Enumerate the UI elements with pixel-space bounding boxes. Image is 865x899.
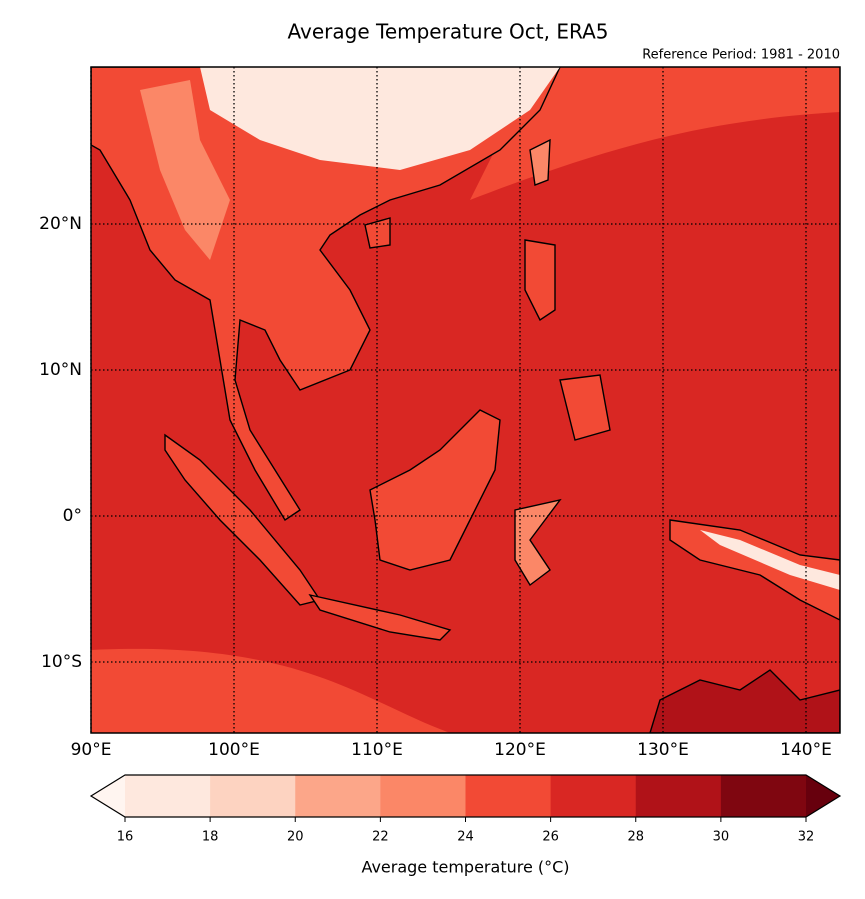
colorbar-label: Average temperature (°C) bbox=[361, 858, 569, 877]
subtitle: Reference Period: 1981 - 2010 bbox=[642, 48, 840, 63]
new-guinea bbox=[669, 519, 840, 621]
lon-label: 130°E bbox=[637, 740, 689, 760]
cool-sea bbox=[470, 67, 840, 200]
cold-region bbox=[700, 530, 840, 590]
taiwan bbox=[529, 138, 551, 186]
cool-sea bbox=[91, 648, 450, 733]
colorbar-tick-label: 16 bbox=[117, 830, 134, 845]
mindanao bbox=[559, 374, 611, 441]
color-bin bbox=[125, 775, 211, 817]
color-bin bbox=[550, 775, 637, 817]
sulawesi bbox=[514, 498, 562, 587]
java bbox=[308, 593, 452, 641]
lon-label: 100°E bbox=[208, 740, 260, 760]
luzon bbox=[524, 239, 556, 322]
lon-label: 120°E bbox=[494, 740, 546, 760]
lat-label: 0° bbox=[63, 506, 82, 526]
highland bbox=[140, 80, 230, 260]
sumatra bbox=[164, 433, 322, 606]
hainan bbox=[364, 217, 391, 249]
color-bin bbox=[210, 775, 296, 817]
under-extension bbox=[91, 775, 125, 817]
borneo bbox=[369, 409, 501, 571]
color-bin bbox=[720, 775, 807, 817]
colorbar-tick-label: 18 bbox=[202, 830, 219, 845]
lon-label: 110°E bbox=[351, 740, 403, 760]
colorbar-tick-label: 26 bbox=[542, 830, 559, 845]
color-bin bbox=[465, 775, 552, 817]
cold-region bbox=[200, 67, 560, 170]
lat-label: 10°S bbox=[41, 652, 82, 672]
australia bbox=[649, 669, 840, 733]
color-bin bbox=[295, 775, 381, 817]
colorbar: 16 18 20 22 24 26 28 30 32 Average temperature (°… bbox=[89, 774, 842, 877]
colorbar-tick-label: 32 bbox=[798, 830, 815, 845]
colorbar-tick-label: 22 bbox=[372, 830, 389, 845]
colorbar-tick-label: 28 bbox=[627, 830, 644, 845]
color-bin bbox=[635, 775, 722, 817]
colorbar-tick-label: 20 bbox=[287, 830, 304, 845]
colorbar-tick-label: 24 bbox=[457, 830, 474, 845]
colorbar-tick-label: 30 bbox=[713, 830, 730, 845]
map-frame bbox=[90, 66, 841, 734]
title: Average Temperature Oct, ERA5 bbox=[288, 20, 609, 44]
lat-label: 20°N bbox=[39, 214, 82, 234]
lat-label: 10°N bbox=[39, 360, 82, 380]
over-extension bbox=[806, 775, 840, 817]
map-area bbox=[91, 67, 840, 733]
color-bin bbox=[380, 775, 466, 817]
lon-label: 140°E bbox=[780, 740, 832, 760]
lon-label: 90°E bbox=[71, 740, 112, 760]
